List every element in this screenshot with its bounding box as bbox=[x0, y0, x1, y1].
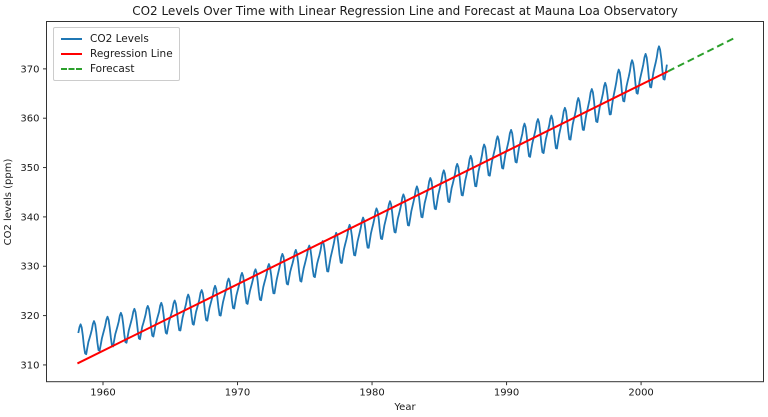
x-tick-label: 1960 bbox=[90, 388, 115, 399]
regression-line bbox=[76, 70, 669, 365]
plot-frame bbox=[46, 21, 764, 383]
x-tick-label: 1990 bbox=[494, 388, 519, 399]
chart-title: CO2 Levels Over Time with Linear Regress… bbox=[132, 4, 678, 18]
y-tick-label: 320 bbox=[20, 311, 39, 322]
x-axis-label: Year bbox=[393, 402, 416, 413]
y-tick-label: 350 bbox=[20, 163, 39, 174]
co2-series-line bbox=[77, 45, 668, 356]
legend-label: Forecast bbox=[90, 63, 135, 75]
y-tick-label: 340 bbox=[20, 212, 39, 223]
legend-item-forecast: Forecast bbox=[61, 63, 173, 75]
co2-line-sample-icon bbox=[61, 38, 82, 40]
x-tick-label: 2000 bbox=[628, 388, 653, 399]
legend: CO2 Levels Regression Line Forecast bbox=[53, 27, 180, 81]
y-tick-label: 310 bbox=[20, 360, 39, 371]
y-axis-label: CO2 levels (ppm) bbox=[3, 159, 14, 246]
forecast-line bbox=[667, 37, 735, 73]
y-tick-label: 370 bbox=[20, 64, 39, 75]
x-tick-label: 1970 bbox=[225, 388, 250, 399]
regression-line-sample-icon bbox=[61, 53, 82, 55]
y-tick-label: 330 bbox=[20, 262, 39, 273]
legend-item-co2-levels: CO2 Levels bbox=[61, 33, 173, 45]
forecast-line-sample-icon bbox=[61, 68, 82, 70]
x-tick-label: 1980 bbox=[359, 388, 384, 399]
legend-item-regression-line: Regression Line bbox=[61, 48, 173, 60]
legend-label: Regression Line bbox=[90, 48, 173, 60]
legend-label: CO2 Levels bbox=[90, 33, 149, 45]
y-tick-label: 360 bbox=[20, 114, 39, 125]
